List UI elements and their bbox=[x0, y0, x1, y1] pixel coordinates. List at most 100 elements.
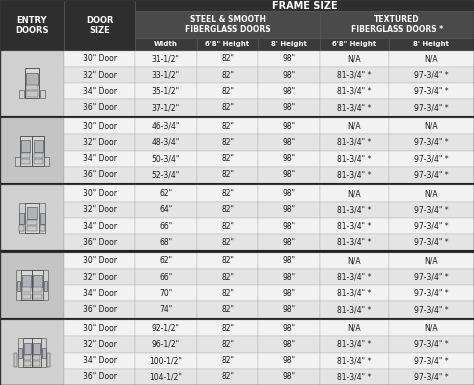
Bar bbox=[389, 118, 474, 134]
Bar bbox=[135, 369, 197, 385]
Bar bbox=[135, 51, 197, 67]
Bar bbox=[0, 116, 474, 118]
Text: N/A: N/A bbox=[425, 54, 438, 64]
Bar bbox=[18, 338, 23, 367]
Text: 36" Door: 36" Door bbox=[82, 103, 117, 112]
Text: 98": 98" bbox=[283, 305, 296, 314]
Text: 32" Door: 32" Door bbox=[82, 70, 117, 80]
Bar bbox=[258, 118, 320, 134]
Bar bbox=[258, 151, 320, 167]
Text: 97-3/4" *: 97-3/4" * bbox=[414, 171, 449, 179]
Bar bbox=[197, 301, 258, 318]
Bar bbox=[17, 281, 20, 291]
Bar bbox=[135, 218, 197, 234]
Bar bbox=[135, 186, 197, 202]
Bar bbox=[320, 51, 389, 67]
Text: 36" Door: 36" Door bbox=[82, 372, 117, 382]
Bar bbox=[135, 67, 197, 83]
Text: 82": 82" bbox=[221, 372, 234, 382]
Bar bbox=[197, 99, 258, 116]
Bar bbox=[135, 269, 197, 285]
Text: 8' Height: 8' Height bbox=[413, 41, 449, 47]
Bar bbox=[258, 67, 320, 83]
Bar bbox=[389, 67, 474, 83]
Text: 98": 98" bbox=[283, 103, 296, 112]
Bar bbox=[320, 38, 389, 51]
Text: 98": 98" bbox=[283, 54, 296, 64]
Text: 81-3/4" *: 81-3/4" * bbox=[337, 273, 372, 281]
Text: 62": 62" bbox=[159, 256, 173, 265]
Bar bbox=[34, 159, 43, 164]
Bar bbox=[64, 320, 135, 336]
Text: 98": 98" bbox=[283, 87, 296, 96]
Bar bbox=[24, 361, 31, 366]
Bar bbox=[21, 140, 30, 152]
Bar bbox=[389, 253, 474, 269]
Bar bbox=[19, 225, 24, 231]
Text: 50-3/4": 50-3/4" bbox=[152, 154, 180, 163]
Bar bbox=[135, 336, 197, 353]
Bar bbox=[389, 301, 474, 318]
Text: 97-3/4" *: 97-3/4" * bbox=[414, 372, 449, 382]
Bar bbox=[258, 336, 320, 353]
Bar bbox=[64, 186, 135, 202]
Bar bbox=[24, 355, 31, 360]
Bar bbox=[64, 51, 135, 67]
Bar bbox=[27, 226, 37, 231]
Bar bbox=[33, 343, 40, 354]
Text: 82": 82" bbox=[221, 289, 234, 298]
Text: 64": 64" bbox=[159, 205, 173, 214]
Bar bbox=[258, 202, 320, 218]
Text: 31-1/2": 31-1/2" bbox=[152, 54, 180, 64]
Bar bbox=[14, 353, 17, 367]
Text: 8' Height: 8' Height bbox=[271, 41, 307, 47]
Text: 36" Door: 36" Door bbox=[82, 305, 117, 314]
Text: 81-3/4" *: 81-3/4" * bbox=[337, 87, 372, 96]
Bar bbox=[135, 353, 197, 369]
Bar bbox=[135, 320, 197, 336]
Bar bbox=[389, 99, 474, 116]
Bar bbox=[320, 269, 389, 285]
Bar bbox=[389, 369, 474, 385]
Bar bbox=[197, 134, 258, 151]
Bar bbox=[43, 270, 48, 300]
Bar bbox=[0, 0, 64, 51]
Text: N/A: N/A bbox=[347, 122, 361, 131]
Bar bbox=[64, 253, 135, 269]
Bar bbox=[135, 253, 197, 269]
Bar bbox=[320, 218, 389, 234]
Bar bbox=[197, 269, 258, 285]
Text: 74": 74" bbox=[159, 305, 173, 314]
Bar bbox=[0, 51, 64, 116]
Text: 98": 98" bbox=[283, 356, 296, 365]
Bar bbox=[320, 186, 389, 202]
Bar bbox=[135, 301, 197, 318]
Bar bbox=[18, 348, 22, 358]
Bar bbox=[0, 318, 474, 320]
Text: 48-3/4": 48-3/4" bbox=[152, 138, 180, 147]
Bar bbox=[32, 338, 41, 367]
Text: 98": 98" bbox=[283, 171, 296, 179]
Bar bbox=[64, 218, 135, 234]
Bar bbox=[197, 67, 258, 83]
Bar bbox=[320, 118, 389, 134]
Bar bbox=[320, 99, 389, 116]
Bar bbox=[258, 186, 320, 202]
Bar bbox=[34, 153, 43, 158]
Bar bbox=[258, 38, 320, 51]
Bar bbox=[135, 83, 197, 99]
Bar bbox=[64, 234, 135, 250]
Text: FRAME SIZE: FRAME SIZE bbox=[272, 1, 337, 11]
Bar bbox=[47, 353, 50, 367]
Text: 97-3/4" *: 97-3/4" * bbox=[414, 273, 449, 281]
Text: 82": 82" bbox=[221, 87, 234, 96]
Text: 82": 82" bbox=[221, 103, 234, 112]
Bar bbox=[320, 134, 389, 151]
Text: 98": 98" bbox=[283, 122, 296, 131]
Bar bbox=[320, 83, 389, 99]
Text: 66": 66" bbox=[159, 273, 173, 281]
Bar bbox=[389, 151, 474, 167]
Bar bbox=[64, 134, 135, 151]
Text: N/A: N/A bbox=[425, 122, 438, 131]
Bar bbox=[135, 202, 197, 218]
